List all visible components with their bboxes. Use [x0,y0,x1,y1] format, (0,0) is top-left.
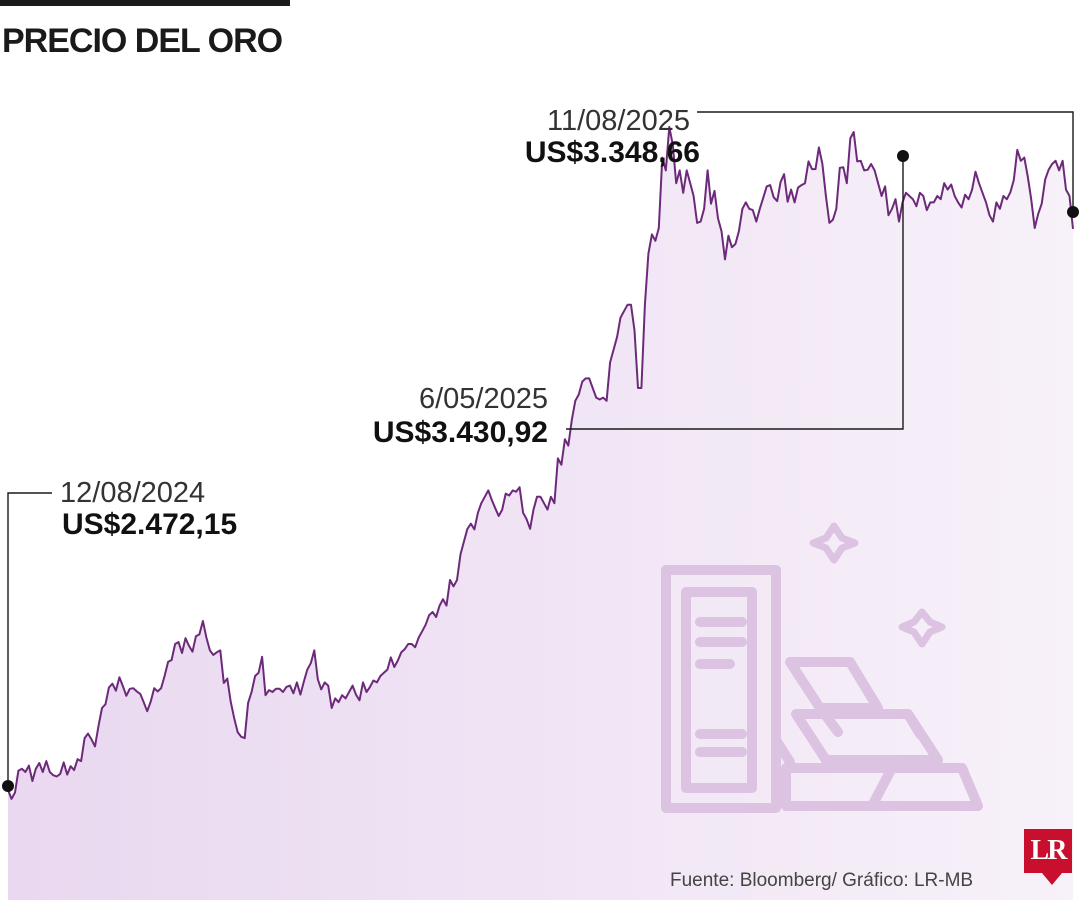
chart-title: PRECIO DEL ORO [2,22,283,60]
annotation-date-may: 6/05/2025 [419,383,548,415]
annotation-value-start: US$2.472,15 [62,508,237,541]
annotation-date-start: 12/08/2024 [60,477,205,509]
marker-end [1067,206,1079,218]
annotation-value-may: US$3.430,92 [373,416,548,449]
leader-line-start [7,492,52,786]
leader-line-may [566,156,904,430]
gold-bars-icon [661,522,983,813]
annotation-date-end: 11/08/2025 [547,105,690,137]
price-area [8,126,1073,900]
leader-line-end [697,111,1074,212]
price-line [7,125,1074,800]
top-rule [0,0,290,6]
marker-may [897,150,909,162]
lr-logo: LR [1024,829,1072,885]
marker-start [2,780,14,792]
annotation-value-end: US$3.348,66 [525,136,700,169]
source-credit: Fuente: Bloomberg/ Gráfico: LR-MB [670,870,974,891]
